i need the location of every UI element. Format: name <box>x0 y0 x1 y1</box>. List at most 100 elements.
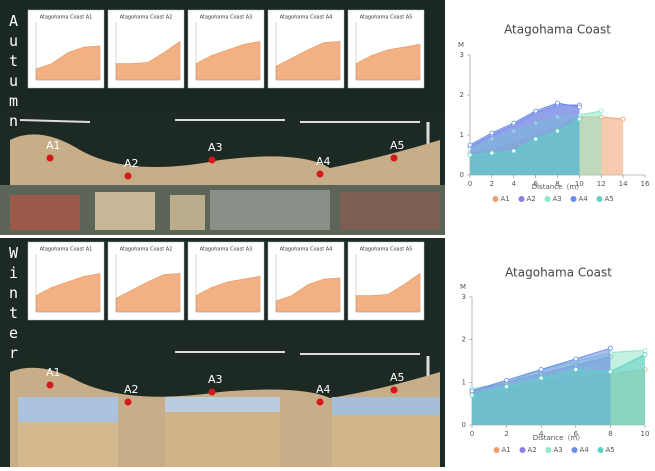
point <box>574 368 578 372</box>
y-tick-label: 1 <box>460 131 464 139</box>
site-marker <box>47 155 54 162</box>
x-tick-label: 8 <box>555 180 559 188</box>
point <box>556 101 560 105</box>
point <box>574 357 578 361</box>
y-tick-label: 2 <box>462 336 466 344</box>
figure: Autumn Atagohama Coast A1 Atagohama Coast … <box>0 0 655 467</box>
season-label: Autumn <box>5 12 23 132</box>
point <box>608 370 612 374</box>
small-chart-title: Atagohama Coast A4 <box>280 15 333 21</box>
point <box>539 368 543 372</box>
legend-label: A4 <box>579 195 589 203</box>
small-chart-title: Atagohama Coast A3 <box>200 247 253 253</box>
point <box>512 149 516 153</box>
legend-label: A5 <box>606 446 615 454</box>
site-label: A5 <box>390 139 405 152</box>
legend-label: A5 <box>605 195 614 203</box>
x-tick-label: 4 <box>512 180 517 188</box>
chart-title: Atagohama Coast <box>504 23 611 37</box>
site-marker <box>391 155 398 162</box>
x-tick-label: 12 <box>597 180 606 188</box>
legend-label: A1 <box>502 446 511 454</box>
x-tick-label: 6 <box>533 180 538 188</box>
legend-label: A3 <box>554 446 563 454</box>
legend-marker <box>519 196 525 202</box>
site-label: A2 <box>124 157 139 170</box>
legend-marker <box>572 447 578 453</box>
point <box>643 348 647 352</box>
point <box>512 121 516 125</box>
point <box>556 129 560 133</box>
season-label: Winter <box>5 244 23 364</box>
point <box>577 105 581 109</box>
point <box>490 151 494 155</box>
legend-marker <box>493 196 499 202</box>
x-tick-label: 2 <box>490 180 494 188</box>
x-tick-label: 14 <box>619 180 628 188</box>
legend-marker <box>597 196 603 202</box>
site-label: A1 <box>46 366 61 379</box>
point <box>468 143 472 147</box>
legend-label: A4 <box>580 446 590 454</box>
site-marker <box>391 387 398 394</box>
x-tick-label: 0 <box>468 180 472 188</box>
site-label: A1 <box>46 139 61 152</box>
small-chart-title: Atagohama Coast A2 <box>120 15 173 21</box>
x-tick-label: 2 <box>504 430 508 438</box>
x-tick-label: 10 <box>575 180 584 188</box>
y-tick-label: 2 <box>460 91 464 99</box>
y-tick-label: 0 <box>462 421 466 429</box>
small-chart-title: Atagohama Coast A3 <box>200 15 253 21</box>
x-tick-label: 16 <box>641 180 650 188</box>
legend-marker <box>571 196 577 202</box>
point <box>534 109 538 113</box>
small-chart-title: Atagohama Coast A5 <box>360 15 413 21</box>
x-tick-label: 8 <box>608 430 612 438</box>
legend-marker <box>546 447 552 453</box>
legend-marker <box>545 196 551 202</box>
x-tick-label: 6 <box>574 430 579 438</box>
site-label: A3 <box>208 141 223 154</box>
site-label: A4 <box>316 155 331 168</box>
point <box>608 346 612 350</box>
legend-label: A3 <box>553 195 562 203</box>
legend-marker <box>494 447 500 453</box>
small-chart-title: Atagohama Coast A4 <box>280 247 333 253</box>
point <box>539 376 543 380</box>
point <box>490 131 494 135</box>
legend-label: A2 <box>528 446 537 454</box>
site-marker <box>209 157 216 164</box>
x-tick-label: 10 <box>641 430 650 438</box>
site-label: A5 <box>390 371 405 384</box>
site-marker <box>125 173 132 180</box>
point <box>577 117 581 121</box>
legend-marker <box>598 447 604 453</box>
y-axis-label: M <box>460 283 466 291</box>
small-chart-title: Atagohama Coast A1 <box>40 15 93 21</box>
y-tick-label: 1 <box>462 378 466 386</box>
point <box>643 353 647 357</box>
y-axis-label: M <box>458 41 464 49</box>
point <box>621 117 625 121</box>
point <box>599 109 603 113</box>
y-tick-label: 3 <box>462 293 466 301</box>
small-chart-title: Atagohama Coast A2 <box>120 247 173 253</box>
site-label: A2 <box>124 383 139 396</box>
y-tick-label: 3 <box>460 51 464 59</box>
point <box>470 389 474 393</box>
legend-marker <box>520 447 526 453</box>
site-marker <box>317 171 324 178</box>
small-chart-title: Atagohama Coast A5 <box>360 247 413 253</box>
point <box>505 385 509 389</box>
site-marker <box>125 399 132 406</box>
small-chart-title: Atagohama Coast A1 <box>40 247 93 253</box>
legend-label: A1 <box>501 195 510 203</box>
point <box>468 153 472 157</box>
site-marker <box>317 399 324 406</box>
chart-title: Atagohama Coast <box>505 266 612 280</box>
site-label: A4 <box>316 383 331 396</box>
site-marker <box>47 382 54 389</box>
x-tick-label: 0 <box>470 430 474 438</box>
y-tick-label: 0 <box>460 171 464 179</box>
